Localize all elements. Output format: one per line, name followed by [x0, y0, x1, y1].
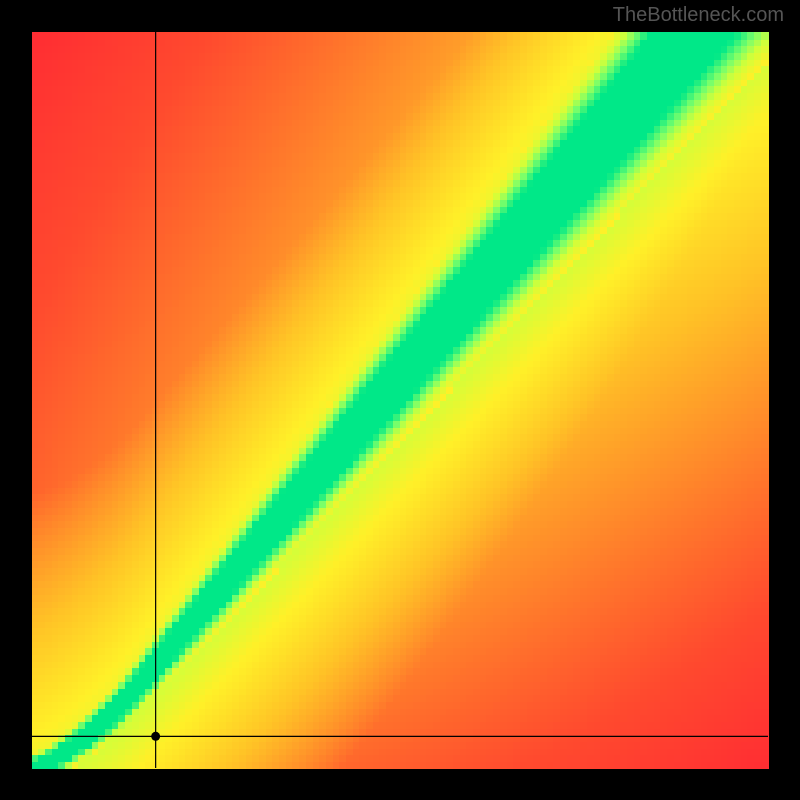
heatmap-canvas	[0, 0, 800, 800]
watermark-text: TheBottleneck.com	[613, 4, 784, 27]
chart-container: TheBottleneck.com	[0, 0, 800, 800]
